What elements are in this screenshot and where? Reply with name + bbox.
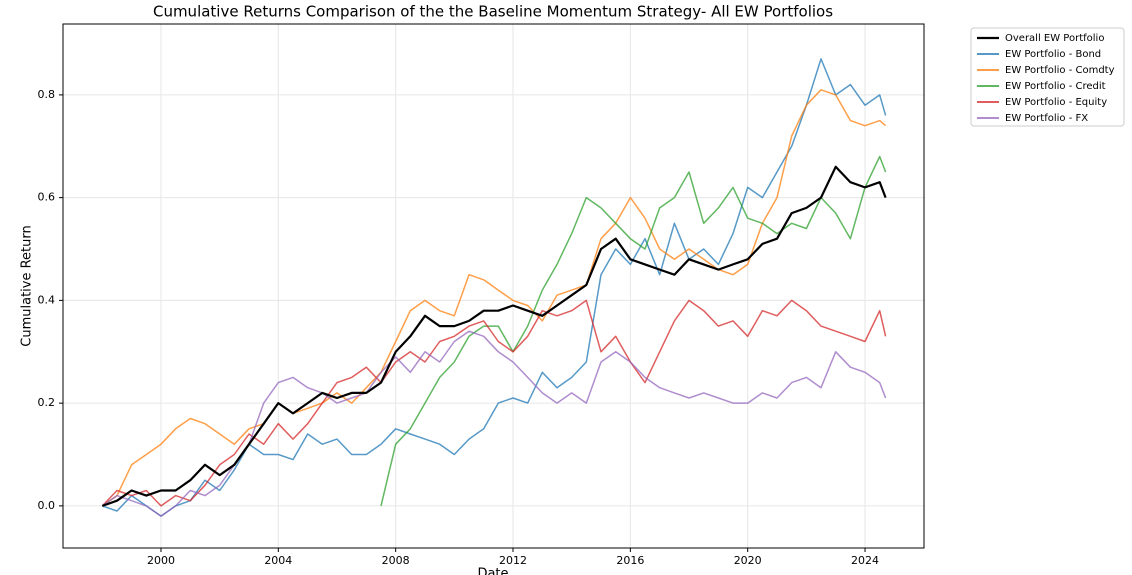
y-tick-label: 0.8 bbox=[38, 88, 56, 101]
legend-label: EW Portfolio - Bond bbox=[1005, 49, 1101, 60]
x-tick-label: 2004 bbox=[264, 554, 292, 567]
series-line bbox=[380, 155, 887, 507]
legend-label: EW Portfolio - FX bbox=[1005, 113, 1088, 124]
plot-frame bbox=[62, 23, 925, 549]
series-line bbox=[101, 89, 887, 507]
legend-label: EW Portfolio - Equity bbox=[1005, 97, 1107, 108]
legend-box bbox=[970, 27, 1125, 127]
x-tick-label: 2012 bbox=[499, 554, 527, 567]
x-tick-label: 2020 bbox=[734, 554, 762, 567]
series-line bbox=[102, 58, 887, 517]
x-tick-label: 2000 bbox=[147, 554, 175, 567]
x-tick-label: 2016 bbox=[616, 554, 644, 567]
y-tick-label: 0.0 bbox=[38, 499, 56, 512]
series-line bbox=[101, 299, 887, 507]
x-tick-label: 2024 bbox=[851, 554, 879, 567]
legend-label: EW Portfolio - Credit bbox=[1005, 81, 1106, 92]
legend: Overall EW Portfolio EW Portfolio - Bond E… bbox=[970, 27, 1125, 127]
y-tick-label: 0.4 bbox=[38, 293, 56, 306]
series-line bbox=[101, 330, 887, 517]
series-line bbox=[101, 165, 887, 507]
legend-label: Overall EW Portfolio bbox=[1005, 33, 1104, 44]
y-tick-label: 0.2 bbox=[38, 396, 56, 409]
legend-label: EW Portfolio - Comdty bbox=[1005, 65, 1115, 76]
x-axis-label: Date bbox=[477, 567, 508, 575]
x-tick-label: 2008 bbox=[382, 554, 410, 567]
y-tick-label: 0.6 bbox=[38, 191, 56, 204]
y-axis-label: Cumulative Return bbox=[20, 225, 35, 346]
chart-title: Cumulative Returns Comparison of the the… bbox=[153, 3, 833, 21]
